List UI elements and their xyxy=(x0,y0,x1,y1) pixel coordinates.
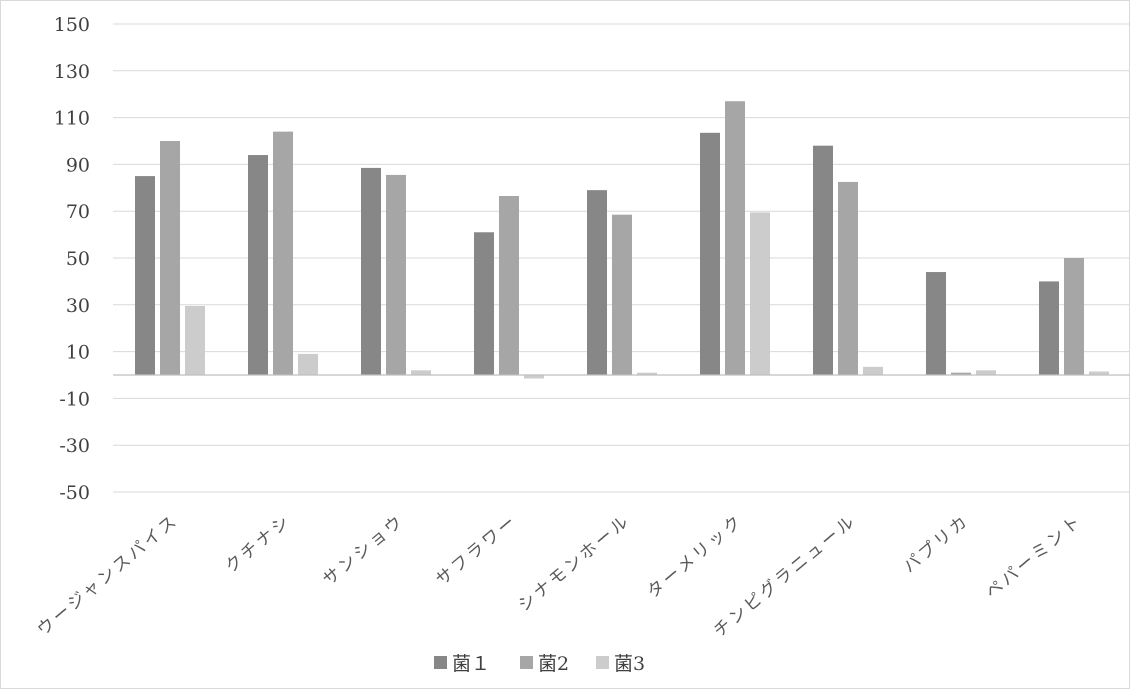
bar-2-3 xyxy=(386,174,406,375)
bars xyxy=(135,101,1109,379)
bar-3-4 xyxy=(524,375,544,379)
bar-1-2 xyxy=(248,155,268,375)
y-tick-label: 130 xyxy=(54,61,90,83)
legend-swatch xyxy=(434,656,447,669)
bar-2-7 xyxy=(838,181,858,375)
legend-item-1: 菌１ xyxy=(434,653,490,675)
y-tick-label: 50 xyxy=(66,248,90,270)
x-tick-label: サフラワー xyxy=(432,511,521,591)
y-tick-label: 10 xyxy=(66,342,90,364)
y-tick-label: -30 xyxy=(59,435,90,457)
x-tick-label: サンショウ xyxy=(319,511,408,591)
bar-3-9 xyxy=(1089,371,1109,375)
bar-2-2 xyxy=(273,131,293,375)
legend-item-3: 菌3 xyxy=(596,653,645,675)
x-tick-label: ターメリック xyxy=(643,511,747,603)
legend-swatch xyxy=(520,656,533,669)
y-axis-ticks: 150 130 110 90 70 50 30 10 -10 -30 -50 xyxy=(54,14,90,504)
bar-2-5 xyxy=(612,214,632,375)
y-tick-label: 90 xyxy=(66,154,90,176)
y-tick-label: 30 xyxy=(66,295,90,317)
legend-item-2: 菌2 xyxy=(520,653,569,675)
x-tick-label: クチナシ xyxy=(222,511,296,578)
legend: 菌１ 菌2 菌3 xyxy=(434,653,645,675)
bar-2-4 xyxy=(499,195,519,375)
y-tick-label: 150 xyxy=(54,14,90,36)
bar-1-8 xyxy=(926,272,946,375)
bar-3-5 xyxy=(637,372,657,375)
y-tick-label: -10 xyxy=(59,388,90,410)
bar-1-4 xyxy=(474,232,494,375)
bar-1-9 xyxy=(1039,281,1059,375)
bar-1-1 xyxy=(135,176,155,375)
x-tick-label: ペパーミント xyxy=(982,511,1087,603)
bar-3-6 xyxy=(750,212,770,375)
x-tick-label: パプリカ xyxy=(900,511,974,578)
x-tick-label: ウージャンスパイス xyxy=(34,511,183,641)
y-tick-label: 70 xyxy=(66,201,90,223)
bar-2-1 xyxy=(160,141,180,375)
bar-1-6 xyxy=(700,132,720,375)
bar-3-2 xyxy=(298,353,318,375)
bar-1-5 xyxy=(587,190,607,375)
bar-3-3 xyxy=(411,370,431,375)
bar-1-7 xyxy=(813,145,833,375)
bar-3-7 xyxy=(863,366,883,375)
x-tick-label: シナモンホール xyxy=(515,511,635,616)
legend-label: 菌2 xyxy=(538,653,569,675)
bar-3-8 xyxy=(976,370,996,375)
bar-2-8 xyxy=(951,372,971,375)
legend-label: 菌１ xyxy=(452,653,490,675)
bar-1-3 xyxy=(361,167,381,375)
bar-2-6 xyxy=(725,101,745,375)
y-tick-label: -50 xyxy=(59,482,90,504)
y-tick-label: 110 xyxy=(54,108,90,130)
legend-label: 菌3 xyxy=(614,653,645,675)
bar-3-1 xyxy=(185,305,205,375)
bar-2-9 xyxy=(1064,258,1084,375)
legend-swatch xyxy=(596,656,609,669)
